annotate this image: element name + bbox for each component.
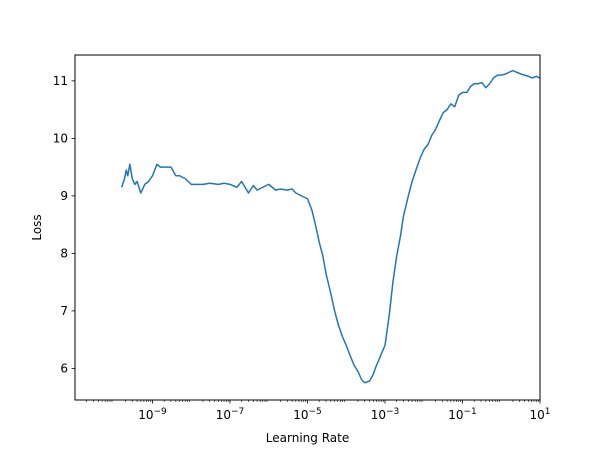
y-tick-label: 10	[53, 131, 68, 145]
y-tick-label: 6	[60, 361, 68, 375]
x-tick-label: 101	[529, 407, 550, 422]
y-axis-ticks: 6 7 8 9 10 11	[53, 74, 75, 375]
x-tick-label: 10−1	[448, 407, 477, 422]
y-tick-label: 7	[60, 304, 68, 318]
x-axis-ticks: 10−9 10−7 10−5 10−3 10−1 101	[86, 400, 551, 422]
y-axis-label: Loss	[30, 214, 44, 240]
plot-area	[120, 69, 541, 384]
x-tick-label: 10−7	[216, 407, 245, 422]
x-tick-label: 10−3	[371, 407, 400, 422]
x-tick-label: 10−5	[293, 407, 322, 422]
axes-frame	[74, 54, 541, 401]
y-tick-label: 8	[60, 246, 68, 260]
x-tick-label: 10−9	[138, 407, 167, 422]
y-tick-label: 11	[53, 74, 68, 88]
x-axis-label: Learning Rate	[266, 431, 349, 445]
y-tick-label: 9	[60, 189, 68, 203]
loss-series-line	[120, 69, 541, 384]
